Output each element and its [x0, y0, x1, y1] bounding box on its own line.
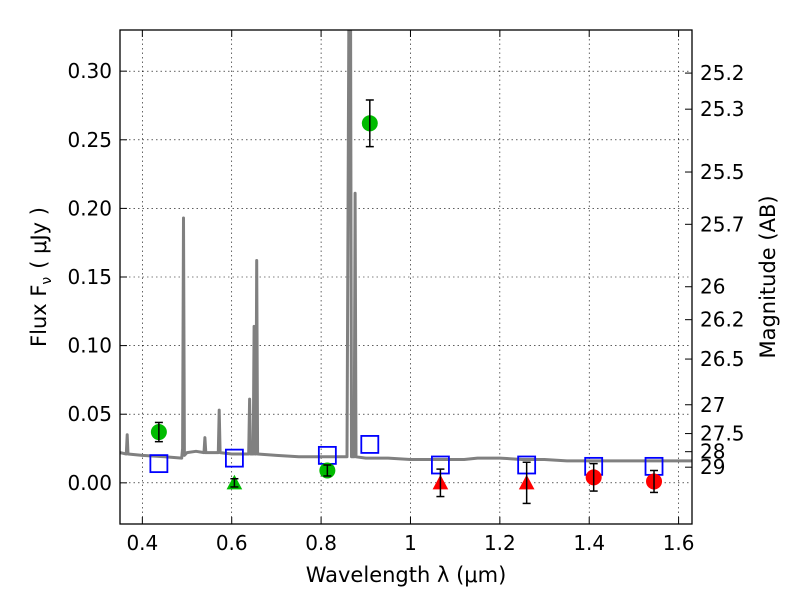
ticks: 0.4 0.6 0.8 1 1.2 1.4 1.6 0.00 0.05 0.10 0.15 0.20 0… [67, 30, 745, 555]
x-axis-label: Wavelength λ (μm) [306, 563, 507, 587]
x-tick-label: 1 [404, 531, 417, 555]
y-axis-label-subscript: ν [39, 277, 55, 285]
y-tick-label: 0.20 [67, 196, 112, 220]
data-marks [149, 99, 664, 505]
model-spectrum [120, 30, 692, 463]
model-photometry-square [360, 435, 380, 454]
mag-tick-label: 27 [700, 393, 725, 417]
y-axis-label: Flux Fν ( μJy ) [27, 207, 55, 347]
y-tick-label: 0.00 [67, 471, 112, 495]
y-tick-label: 0.25 [67, 128, 112, 152]
y-axis-label-main: Flux F [27, 285, 51, 347]
x-tick-label: 0.8 [305, 531, 337, 555]
mag-tick-label: 25.3 [700, 97, 745, 121]
x-tick-label: 0.6 [216, 531, 248, 555]
mag-tick-label: 25.5 [700, 160, 745, 184]
mag-tick-label: 25.7 [700, 212, 745, 236]
mag-tick-label: 28 [700, 440, 725, 464]
y-tick-label: 0.15 [67, 265, 112, 289]
x-tick-label: 1.2 [484, 531, 516, 555]
mag-tick-label: 26.5 [700, 347, 745, 371]
x-tick-label: 1.6 [663, 531, 695, 555]
mag-tick-label: 25.2 [700, 61, 745, 85]
grid [120, 30, 692, 524]
y-tick-label: 0.10 [67, 334, 112, 358]
y-axis-label-unit: ( μJy ) [27, 207, 51, 269]
model-photometry-square [149, 454, 169, 474]
mag-tick-label: 27.5 [700, 422, 745, 446]
y2-axis-label: Magnitude (AB) [756, 195, 780, 358]
y-tick-label: 0.30 [67, 59, 112, 83]
x-tick-label: 0.4 [126, 531, 158, 555]
mag-tick-label: 26.2 [700, 308, 745, 332]
y-tick-label: 0.05 [67, 402, 112, 426]
mag-tick-label: 26 [700, 275, 725, 299]
mag-tick-label: 29 [700, 455, 725, 479]
x-tick-label: 1.4 [573, 531, 605, 555]
spectrum-line [120, 30, 692, 463]
model-photometry-square [224, 448, 244, 468]
